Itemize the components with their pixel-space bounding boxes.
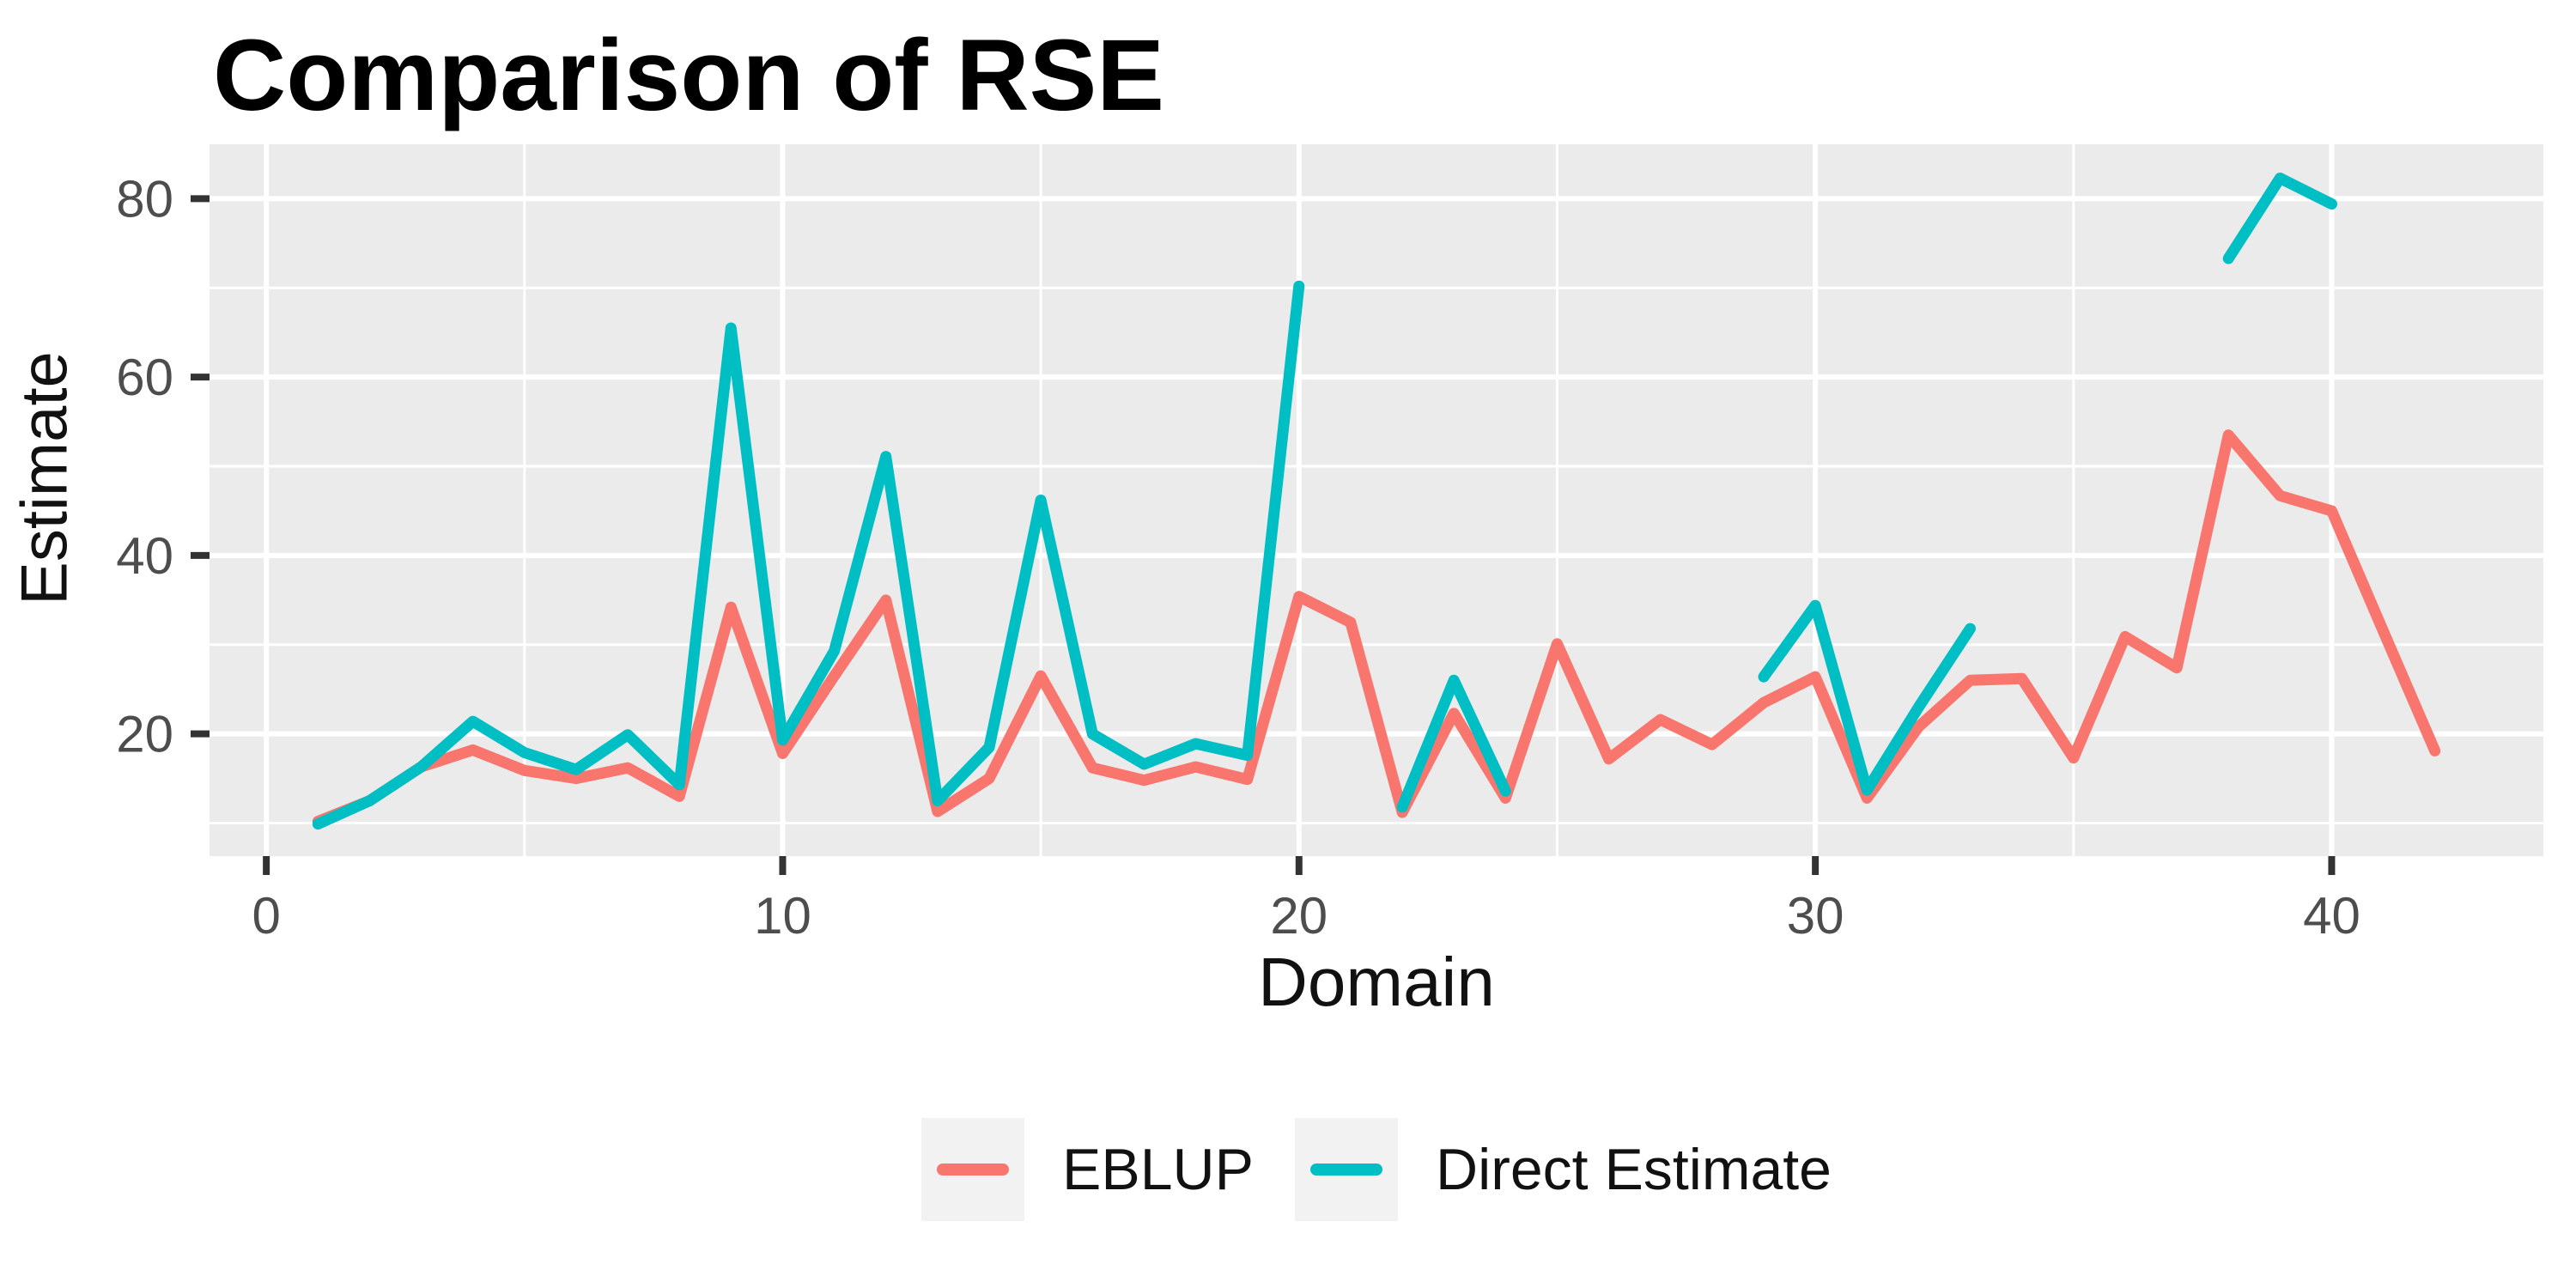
x-tick-label: 10 — [754, 887, 811, 945]
y-axis-title: Estimate — [8, 351, 82, 605]
x-tick-label: 40 — [2303, 887, 2360, 945]
legend: EBLUP Direct Estimate — [210, 1109, 2543, 1230]
legend-key-box-eblup — [921, 1118, 1024, 1221]
plot-panel — [210, 144, 2543, 856]
legend-item-eblup: EBLUP — [921, 1118, 1254, 1221]
series-line-direct-estimate — [312, 173, 2337, 830]
y-tick-label: 80 — [116, 170, 173, 228]
series-line-eblup — [312, 429, 2441, 827]
axis-ticks: 0 10 20 30 40 20 40 60 80 — [116, 170, 2360, 945]
chart-title: Comparison of RSE — [213, 19, 1164, 132]
x-tick-label: 30 — [1787, 887, 1844, 945]
series-lines — [312, 173, 2441, 830]
legend-item-direct-estimate: Direct Estimate — [1295, 1118, 1832, 1221]
legend-label-direct-estimate: Direct Estimate — [1436, 1137, 1832, 1202]
legend-label-eblup: EBLUP — [1062, 1137, 1254, 1202]
legend-key-box-direct-estimate — [1295, 1118, 1398, 1221]
y-tick-label: 60 — [116, 349, 173, 406]
y-tick-label: 20 — [116, 706, 173, 763]
y-tick-label: 40 — [116, 527, 173, 585]
x-tick-label: 20 — [1270, 887, 1327, 945]
x-tick-label: 0 — [252, 887, 280, 945]
x-axis-title: Domain — [1258, 944, 1495, 1020]
direct-estimate-line-swatch — [1310, 1163, 1382, 1176]
eblup-line-swatch — [937, 1163, 1009, 1176]
